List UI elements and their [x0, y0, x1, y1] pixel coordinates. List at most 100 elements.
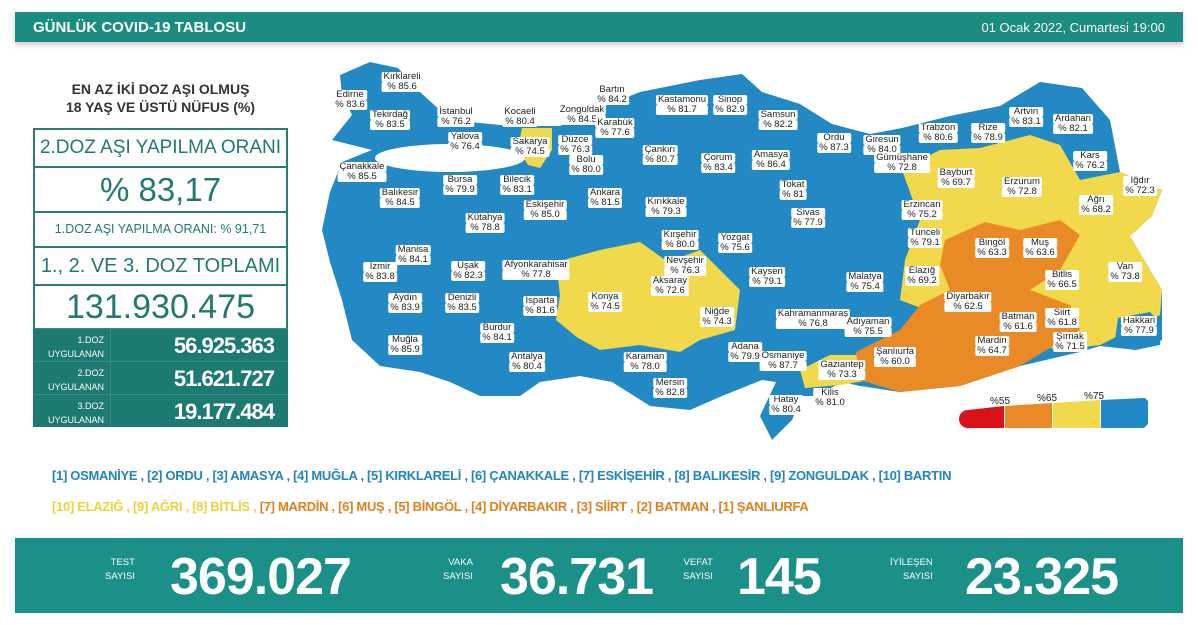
province-label[interactable]: Ağrı% 68.2 — [1079, 195, 1113, 215]
province-label[interactable]: Eskişehir% 85.0 — [523, 200, 567, 220]
province-label[interactable]: Hatay% 80.4 — [769, 395, 803, 415]
province-label[interactable]: Niğde% 74.3 — [700, 307, 734, 327]
province-label[interactable]: Aydın% 83.9 — [388, 293, 422, 313]
province-label[interactable]: Edirne% 83.6 — [333, 90, 367, 110]
province-label[interactable]: Gümüşhane% 72.8 — [874, 153, 930, 173]
province-label[interactable]: Bartın% 84.2 — [595, 85, 629, 105]
province-label[interactable]: Batman% 61.6 — [999, 312, 1037, 332]
province-label[interactable]: Adana% 79.9 — [728, 342, 762, 362]
province-label[interactable]: Karaman% 78.0 — [623, 351, 667, 372]
province-label[interactable]: Şırnak% 71.5 — [1053, 332, 1087, 352]
province-label[interactable]: Amasya% 86.4 — [751, 150, 791, 170]
province-label[interactable]: Bayburt% 69.7 — [937, 168, 975, 188]
province-name: Niğde — [700, 307, 734, 317]
province-label[interactable]: Sakarya% 74.5 — [510, 137, 550, 157]
province-label[interactable]: Çorum% 83.4 — [701, 153, 735, 173]
panel-title: EN AZ İKİ DOZ AŞI OLMUŞ 18 YAŞ VE ÜSTÜ NÜ… — [33, 80, 288, 116]
province-label[interactable]: Antalya% 80.4 — [509, 352, 545, 372]
province-name: Ankara — [587, 187, 623, 198]
province-value: % 69.2 — [905, 275, 939, 286]
province-value: % 84.2 — [595, 94, 629, 105]
province-label[interactable]: Ordu% 87.3 — [817, 133, 851, 153]
province-label[interactable]: Samsun% 82.2 — [758, 110, 798, 130]
province-label[interactable]: Zonguldak% 84.5 — [557, 105, 607, 125]
province-label[interactable]: Van% 73.8 — [1108, 262, 1142, 282]
province-label[interactable]: Tokat% 81 — [779, 180, 807, 200]
province-label[interactable]: Kars% 76.2 — [1073, 151, 1107, 171]
province-label[interactable]: Trabzon% 80.6 — [918, 123, 958, 143]
province-label[interactable]: Şanlıurfa% 60.0 — [873, 347, 917, 367]
province-name: Bolu — [569, 155, 603, 165]
province-label[interactable]: Bitlis% 66.5 — [1045, 270, 1079, 290]
province-label[interactable]: Muğla% 85.9 — [388, 335, 422, 355]
province-label[interactable]: Ardahan% 82.1 — [1053, 114, 1093, 134]
province-label[interactable]: Balıkesir% 84.5 — [379, 188, 421, 208]
province-label[interactable]: Kahramanmaraş% 76.8 — [775, 309, 851, 329]
province-label[interactable]: Düzce% 76.3 — [558, 135, 592, 155]
province-label[interactable]: Kütahya% 78.8 — [465, 213, 505, 233]
province-label[interactable]: Malatya% 75.4 — [846, 272, 884, 292]
province-label[interactable]: Ankara% 81.5 — [587, 187, 623, 208]
province-name: Muş — [1023, 238, 1057, 248]
province-label[interactable]: Iğdır% 72.3 — [1123, 176, 1157, 196]
province-label[interactable]: Osmaniye% 87.7 — [759, 351, 807, 371]
marmara-sea — [375, 144, 525, 172]
province-label[interactable]: Erzurum% 72.8 — [1002, 177, 1042, 197]
province-label[interactable]: Sivas% 77.9 — [791, 208, 825, 228]
province-label[interactable]: Manisa% 84.1 — [395, 245, 431, 265]
province-label[interactable]: Giresun% 84.0 — [863, 135, 901, 155]
label-line: SAYISI — [443, 571, 473, 582]
province-label[interactable]: Tunceli% 79.1 — [907, 228, 943, 248]
province-label[interactable]: Elazığ% 69.2 — [905, 266, 939, 286]
province-value: % 83.1 — [1009, 116, 1043, 127]
province-label[interactable]: Nevşehir% 76.3 — [664, 256, 706, 276]
province-label[interactable]: Aksaray% 72.6 — [650, 276, 690, 296]
province-label[interactable]: Hakkari% 77.9 — [1120, 316, 1158, 336]
province-label[interactable]: Burdur% 84.1 — [480, 323, 514, 343]
province-label[interactable]: Uşak% 82.3 — [451, 261, 485, 281]
label-line: İYİLEŞEN — [890, 557, 933, 568]
province-label[interactable]: İstanbul% 76.2 — [437, 107, 475, 127]
province-label[interactable]: Bursa% 79.9 — [443, 175, 477, 195]
province-label[interactable]: Bingöl% 63.3 — [975, 238, 1009, 258]
province-label[interactable]: Gaziantep% 73.3 — [818, 360, 866, 380]
province-name: Rize — [971, 123, 1005, 133]
province-label[interactable]: Isparta% 81.6 — [523, 296, 557, 316]
province-label[interactable]: Afyonkarahisar% 77.8 — [502, 260, 570, 280]
province-label[interactable]: Muş% 63.6 — [1023, 238, 1057, 258]
province-label[interactable]: Karabük% 77.6 — [595, 118, 635, 138]
province-label[interactable]: Kırıkkale% 79.3 — [645, 197, 687, 217]
province-value: % 80.4 — [509, 362, 545, 372]
province-value: % 75.4 — [846, 282, 884, 292]
province-name: Mersin — [653, 378, 687, 388]
province-label[interactable]: Mardin% 64.7 — [975, 336, 1009, 356]
province-label[interactable]: Yalova% 76.4 — [448, 132, 482, 152]
province-value: % 81 — [779, 190, 807, 200]
province-label[interactable]: Siirt% 61.8 — [1045, 308, 1079, 328]
province-label[interactable]: Bilecik% 83.1 — [500, 175, 534, 195]
province-label[interactable]: Yozgat% 75.6 — [718, 233, 752, 253]
province-label[interactable]: Artvin% 83.1 — [1009, 107, 1043, 127]
province-label[interactable]: Çankırı% 80.7 — [642, 145, 678, 165]
province-label[interactable]: Tekirdağ% 83.5 — [370, 110, 410, 130]
province-label[interactable]: Kilis% 81.0 — [813, 388, 847, 408]
province-label[interactable]: Kırklareli% 85.6 — [381, 72, 423, 92]
province-name: Karaman — [623, 351, 667, 362]
province-value: % 83.5 — [370, 120, 410, 130]
province-label[interactable]: Çanakkale% 85.5 — [337, 162, 387, 182]
label-line: 1.DOZ — [77, 335, 104, 345]
province-label[interactable]: Kastamonu% 81.7 — [655, 95, 709, 115]
province-label[interactable]: İzmir% 83.8 — [363, 262, 397, 282]
province-label[interactable]: Kayseri% 79.1 — [749, 267, 785, 287]
province-label[interactable]: Kırşehir% 80.0 — [661, 230, 699, 250]
province-label[interactable]: Adıyaman% 75.5 — [844, 317, 892, 337]
province-label[interactable]: Denizli% 83.5 — [445, 293, 479, 313]
province-label[interactable]: Bolu% 80.0 — [569, 155, 603, 175]
province-label[interactable]: Mersin% 82.8 — [653, 378, 687, 398]
province-label[interactable]: Diyarbakır% 62.5 — [944, 292, 992, 312]
province-label[interactable]: Konya% 74.5 — [588, 292, 622, 312]
province-label[interactable]: Sinop% 82.9 — [713, 95, 747, 115]
province-label[interactable]: Rize% 78.9 — [971, 123, 1005, 143]
province-label[interactable]: Erzincan% 75.2 — [901, 200, 943, 220]
province-label[interactable]: Kocaeli% 80.4 — [502, 107, 538, 127]
